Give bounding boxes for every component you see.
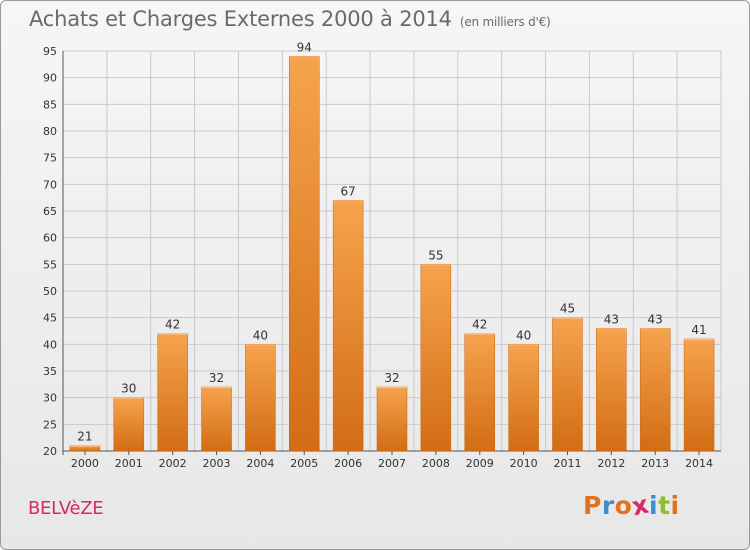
bar-2004 bbox=[245, 344, 276, 452]
x-tick-label-2009: 2009 bbox=[466, 457, 494, 470]
data-label-2012: 43 bbox=[604, 312, 619, 326]
data-label-2014: 41 bbox=[691, 323, 706, 337]
y-tick-label: 85 bbox=[43, 98, 57, 111]
logo-letter: P bbox=[583, 491, 602, 520]
y-tick-label: 35 bbox=[43, 365, 57, 378]
logo-letter: o bbox=[614, 491, 633, 520]
data-label-2011: 45 bbox=[560, 302, 575, 316]
x-tick-label-2002: 2002 bbox=[159, 457, 187, 470]
bar-2005 bbox=[289, 56, 320, 452]
bar-2002 bbox=[157, 333, 188, 452]
data-label-2009: 42 bbox=[472, 318, 487, 332]
x-tick-label-2012: 2012 bbox=[597, 457, 625, 470]
y-tick-label: 45 bbox=[43, 312, 57, 325]
commune-name: BELVèZE bbox=[28, 498, 104, 519]
data-label-2003: 32 bbox=[209, 371, 224, 385]
bar-2006 bbox=[332, 200, 364, 452]
x-tick-label-2008: 2008 bbox=[422, 457, 450, 470]
data-label-2004: 40 bbox=[253, 328, 268, 342]
y-tick-label: 80 bbox=[43, 125, 57, 138]
logo-letter: i bbox=[670, 491, 680, 520]
data-label-2010: 40 bbox=[516, 328, 531, 342]
y-tick-label: 25 bbox=[43, 418, 57, 431]
bar-2013 bbox=[639, 328, 671, 452]
y-tick-label: 95 bbox=[43, 45, 57, 58]
bar-2008 bbox=[420, 264, 452, 452]
y-tick-label: 60 bbox=[43, 232, 57, 245]
y-tick-label: 30 bbox=[43, 392, 57, 405]
y-tick-label: 40 bbox=[43, 338, 57, 351]
y-tick-label: 70 bbox=[43, 178, 57, 191]
x-tick-label-2014: 2014 bbox=[685, 457, 713, 470]
logo-letter: t bbox=[658, 491, 671, 520]
y-tick-label: 50 bbox=[43, 285, 57, 298]
bar-2012 bbox=[596, 328, 627, 452]
bar-2010 bbox=[508, 344, 539, 452]
x-tick-label-2013: 2013 bbox=[641, 457, 669, 470]
bar-2011 bbox=[552, 317, 583, 452]
logo-letter: i bbox=[649, 491, 659, 520]
x-tick-label-2001: 2001 bbox=[115, 457, 143, 470]
x-tick-label-2010: 2010 bbox=[510, 457, 538, 470]
bar-2001 bbox=[113, 397, 145, 452]
data-label-2006: 67 bbox=[340, 184, 355, 198]
chart-title-text: Achats et Charges Externes 2000 à 2014 bbox=[29, 7, 452, 31]
x-tick-label-2004: 2004 bbox=[246, 457, 274, 470]
y-tick-label: 20 bbox=[43, 445, 57, 458]
data-label-2005: 94 bbox=[297, 40, 312, 54]
data-label-2013: 43 bbox=[648, 312, 663, 326]
x-tick-label-2006: 2006 bbox=[334, 457, 362, 470]
data-label-2001: 30 bbox=[121, 382, 136, 396]
data-label-2002: 42 bbox=[165, 318, 180, 332]
x-tick-label-2003: 2003 bbox=[203, 457, 231, 470]
bar-2003 bbox=[201, 386, 232, 452]
x-tick-label-2005: 2005 bbox=[290, 457, 318, 470]
chart-subtitle: (en milliers d'€) bbox=[459, 15, 551, 29]
x-tick-label-2007: 2007 bbox=[378, 457, 406, 470]
bar-2009 bbox=[464, 333, 495, 452]
bar-2007 bbox=[376, 386, 408, 452]
proxiti-logo: Proxiti bbox=[583, 490, 680, 522]
y-tick-label: 65 bbox=[43, 205, 57, 218]
x-tick-label-2011: 2011 bbox=[553, 457, 581, 470]
data-label-2007: 32 bbox=[384, 371, 399, 385]
data-label-2008: 55 bbox=[428, 248, 443, 262]
x-tick-label-2000: 2000 bbox=[71, 457, 99, 470]
bar-2014 bbox=[683, 338, 715, 452]
y-tick-label: 90 bbox=[43, 72, 57, 85]
chart-title: Achats et Charges Externes 2000 à 2014 (e… bbox=[29, 7, 551, 31]
logo-letter: r bbox=[601, 491, 615, 520]
data-label-2000: 21 bbox=[77, 430, 92, 444]
y-tick-label: 55 bbox=[43, 258, 57, 271]
y-tick-label: 75 bbox=[43, 152, 57, 165]
